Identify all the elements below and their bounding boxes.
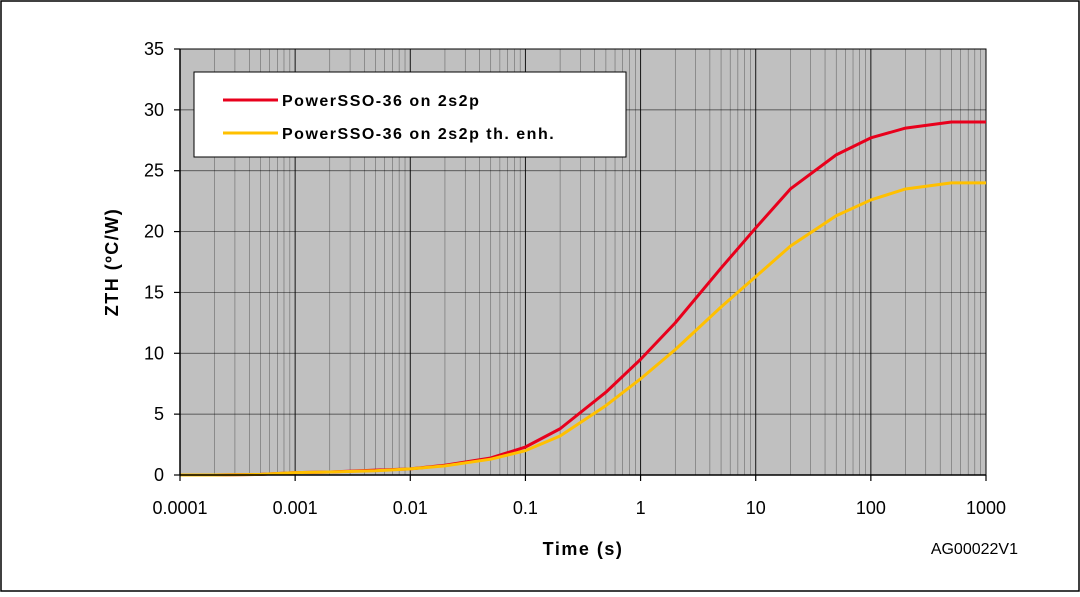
y-tick-label: 10 (144, 343, 164, 363)
axes (179, 49, 986, 476)
y-tick-label: 25 (144, 161, 164, 181)
y-tick-labels: 0 5 10 15 20 25 30 35 (144, 39, 180, 485)
legend-label-series-1: PowerSSO-36 on 2s2p (282, 93, 480, 110)
series-lines (180, 120, 986, 477)
y-tick-label: 35 (144, 39, 164, 59)
y-tick-label: 30 (144, 100, 164, 120)
legend-label-series-2: PowerSSO-36 on 2s2p th. enh. (282, 126, 555, 143)
x-tick-labels: 0.0001 0.001 0.01 0.1 1 10 100 1000 (152, 475, 1006, 518)
x-tick-label: 0.001 (273, 498, 318, 518)
figure-code-label: AG00022V1 (931, 541, 1018, 558)
y-tick-label: 0 (154, 465, 164, 485)
x-tick-label: 0.01 (393, 498, 428, 518)
y-tick-label: 20 (144, 222, 164, 242)
legend-box (193, 71, 627, 158)
x-tick-label: 10 (746, 498, 766, 518)
y-tick-label: 5 (154, 404, 164, 424)
x-tick-label: 0.1 (513, 498, 538, 518)
series-line-2 (180, 181, 986, 477)
x-axis-title: Time (s) (543, 539, 624, 559)
x-tick-label: 0.0001 (152, 498, 207, 518)
x-tick-label: 100 (856, 498, 886, 518)
y-axis-title: ZTH (ºC/W) (102, 208, 122, 317)
y-tick-label: 15 (144, 282, 164, 302)
x-tick-label: 1 (636, 498, 646, 518)
legend: PowerSSO-36 on 2s2p PowerSSO-36 on 2s2p … (193, 71, 627, 158)
x-tick-label: 1000 (966, 498, 1006, 518)
